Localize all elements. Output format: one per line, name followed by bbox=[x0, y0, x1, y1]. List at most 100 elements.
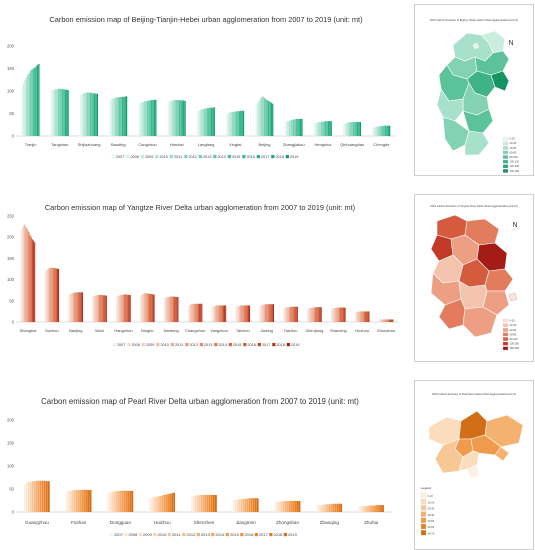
legend-swatch bbox=[153, 533, 157, 537]
legend-label: 2012 bbox=[188, 155, 196, 159]
map-legend-swatch bbox=[502, 337, 509, 341]
x-tick-label: Changzhou bbox=[185, 328, 205, 333]
bar bbox=[142, 294, 144, 322]
bar bbox=[206, 494, 209, 512]
legend-label: 2019 bbox=[291, 343, 299, 347]
bar bbox=[372, 127, 374, 136]
bar bbox=[289, 306, 291, 322]
bar bbox=[127, 294, 129, 322]
bar bbox=[117, 490, 120, 512]
legend-swatch bbox=[227, 155, 231, 159]
bar bbox=[208, 494, 211, 512]
bar bbox=[363, 311, 365, 322]
bar bbox=[320, 505, 323, 512]
bar bbox=[235, 111, 238, 136]
bar bbox=[354, 312, 356, 322]
map-legend-swatch bbox=[502, 146, 509, 150]
bar bbox=[323, 121, 325, 136]
bar bbox=[222, 305, 224, 322]
bar bbox=[258, 100, 260, 136]
legend-swatch bbox=[167, 533, 171, 537]
legend-swatch bbox=[155, 155, 159, 159]
x-tick-label: Shaoxing bbox=[330, 328, 347, 333]
x-tick-label: Hengshui bbox=[314, 142, 331, 147]
bar bbox=[121, 96, 124, 136]
bar bbox=[153, 100, 156, 136]
bar bbox=[242, 498, 245, 512]
legend-swatch bbox=[170, 343, 174, 347]
map-region bbox=[458, 410, 488, 440]
map-title: 2019 Carbon Emission of Yangtze River De… bbox=[430, 204, 517, 208]
legend-label: 2007 bbox=[116, 155, 124, 159]
bar bbox=[232, 500, 235, 512]
bar bbox=[319, 122, 321, 136]
map-legend-swatch bbox=[502, 150, 509, 155]
bar bbox=[325, 121, 327, 136]
bar bbox=[29, 481, 32, 512]
bar bbox=[113, 491, 116, 512]
y-tick-label: 100 bbox=[7, 277, 15, 282]
bar bbox=[341, 307, 343, 322]
bar bbox=[121, 294, 123, 322]
x-tick-label: Guangzhou bbox=[25, 520, 49, 525]
bar bbox=[318, 505, 321, 512]
bar bbox=[22, 82, 25, 136]
bar bbox=[180, 100, 182, 136]
bar bbox=[95, 93, 97, 136]
bar bbox=[38, 64, 40, 136]
map-legend-swatch bbox=[420, 530, 427, 536]
bar bbox=[329, 121, 331, 136]
bar bbox=[340, 307, 342, 322]
bar bbox=[338, 503, 341, 512]
bar bbox=[125, 490, 128, 512]
bar bbox=[150, 294, 152, 322]
bar bbox=[27, 482, 30, 512]
bar bbox=[31, 69, 33, 136]
legend-label: 2014 bbox=[217, 155, 225, 159]
x-tick-label: Wuxi bbox=[95, 328, 104, 333]
bar bbox=[336, 307, 338, 322]
bar bbox=[326, 121, 328, 136]
bar bbox=[45, 270, 47, 322]
map-legend-swatch bbox=[502, 328, 509, 332]
bar bbox=[111, 491, 114, 512]
bar bbox=[288, 120, 291, 136]
map-region bbox=[484, 268, 514, 292]
bar bbox=[191, 496, 193, 512]
bar bbox=[166, 297, 168, 322]
map-region bbox=[462, 306, 498, 338]
bar bbox=[388, 319, 390, 322]
bar bbox=[350, 122, 352, 136]
x-tick-label: Zhenjiang bbox=[306, 328, 324, 333]
map-region bbox=[466, 464, 480, 480]
bar bbox=[292, 119, 295, 136]
bar bbox=[308, 308, 310, 322]
bar bbox=[169, 101, 171, 136]
bar-chart-prd: Carbon emission map of Pearl River Delta… bbox=[7, 397, 392, 537]
map-legend-label: 140-160 bbox=[510, 169, 520, 173]
map-legend-label: 150-200 bbox=[510, 346, 520, 350]
bar bbox=[50, 267, 52, 322]
map-legend: 0-10 10-20 20-30 30-40 40-50 50-60 60-70 bbox=[420, 492, 435, 536]
bar bbox=[267, 304, 269, 322]
x-tick-label: Tangshan bbox=[51, 142, 68, 147]
bar bbox=[100, 294, 102, 322]
bar bbox=[378, 319, 380, 322]
legend-swatch bbox=[271, 155, 275, 159]
bar-chart-yrd: Carbon emission map of Yangtze River Del… bbox=[7, 203, 398, 347]
x-tick-label: Taizhou bbox=[284, 328, 298, 333]
bar bbox=[69, 490, 72, 512]
legend-label: 2016 bbox=[244, 532, 254, 537]
bar bbox=[384, 125, 387, 136]
bar bbox=[92, 93, 94, 136]
bar bbox=[70, 293, 72, 322]
legend-swatch bbox=[109, 533, 113, 537]
bar bbox=[169, 493, 172, 512]
bar bbox=[208, 108, 210, 136]
map-legend-swatch bbox=[420, 499, 427, 505]
bar bbox=[291, 306, 293, 322]
bar bbox=[211, 306, 213, 322]
map-region bbox=[508, 292, 518, 302]
bar bbox=[202, 109, 204, 136]
bar bbox=[192, 304, 194, 322]
